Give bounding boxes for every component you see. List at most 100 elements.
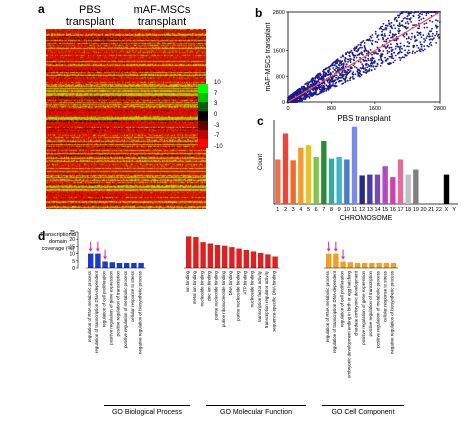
go-term-label: positive regulation of gene expression (361, 270, 366, 344)
scatter-point (391, 33, 394, 36)
scatter-point (319, 77, 322, 80)
scatter-point (371, 62, 374, 65)
go-bar (369, 262, 375, 268)
scatter-point (417, 27, 419, 30)
scatter-point (427, 45, 430, 48)
go-term-label: negative regulation of biosynthetic proc… (137, 270, 142, 354)
scatter-point (357, 73, 360, 76)
go-bar (229, 247, 235, 268)
scatter-point (294, 101, 297, 103)
scatter-point (394, 54, 397, 57)
scatter-point (347, 61, 349, 63)
scatter-point (423, 41, 426, 43)
scatter-point (308, 93, 311, 96)
scatter-point (373, 68, 376, 70)
scatter-point (387, 44, 389, 47)
scatter-point (353, 56, 355, 59)
go-term-label: DNA binding (228, 270, 233, 295)
go-term-label: regulation of cell proliferation (101, 270, 106, 327)
scatter-point (435, 33, 438, 35)
scatter-point (363, 59, 365, 62)
scatter-point (381, 33, 383, 36)
scale-tick-label: 7 (214, 90, 218, 97)
scatter-point (420, 43, 422, 46)
scatter-point (392, 57, 395, 60)
scatter-point (395, 33, 397, 36)
scatter-point (321, 78, 323, 81)
scatter-point (392, 61, 395, 64)
x-tick-label: 800 (327, 106, 336, 112)
scatter-point (435, 25, 437, 27)
scatter-point (386, 45, 389, 48)
go-term-label: ATP binding (242, 270, 247, 294)
scatter-point (318, 73, 321, 76)
x-tick-label: 11 (352, 207, 358, 213)
go-y-tick-label: 0 (72, 266, 75, 272)
scatter-point (358, 52, 361, 55)
scatter-point (325, 73, 328, 76)
scatter-point (295, 90, 297, 93)
go-bar (354, 262, 361, 268)
scatter-point (342, 63, 345, 66)
scatter-point (408, 51, 411, 54)
scatter-point (420, 18, 423, 21)
panel-a-letter: a (38, 2, 45, 16)
scatter-point (421, 13, 423, 16)
go-term-label: regulation of transcription DNA-dependen… (94, 270, 99, 353)
scatter-point (431, 38, 434, 41)
go-y-tick-label: 25 (69, 230, 75, 236)
scatter-point (423, 45, 426, 48)
scatter-point (328, 78, 331, 81)
scatter-point (311, 95, 313, 97)
scatter-point (357, 44, 360, 46)
scatter-point (359, 75, 361, 78)
section-label-mf: GO Molecular Function (220, 409, 292, 416)
scatter-point (325, 88, 328, 90)
scatter-point (408, 14, 410, 16)
scatter-point (362, 71, 365, 73)
x-tick-label: 22 (436, 207, 442, 213)
scatter-point (291, 101, 293, 103)
scatter-point (332, 83, 334, 85)
scatter-point (345, 52, 347, 54)
x-tick-label: 1600 (369, 106, 381, 112)
scatter-point (403, 26, 406, 28)
scatter-point (405, 37, 408, 40)
scatter-point (429, 19, 431, 22)
scatter-point (417, 16, 420, 19)
scatter-point (353, 47, 355, 50)
scatter-point (428, 33, 430, 35)
scatter-point (356, 50, 359, 53)
scatter-point (416, 31, 419, 34)
scatter-point (360, 74, 363, 76)
scatter-point (386, 52, 389, 55)
scatter-point (381, 53, 384, 55)
highlight-arrowhead (333, 248, 338, 252)
scatter-point (331, 84, 334, 87)
scatter-point (425, 14, 428, 17)
scatter-point (399, 50, 402, 52)
scatter-point (369, 62, 372, 65)
scatter-point (314, 87, 317, 90)
scatter-point (370, 59, 372, 62)
scatter-point (365, 64, 367, 66)
scatter-point (376, 62, 379, 65)
scatter-point (391, 48, 394, 51)
scatter-point (367, 51, 370, 53)
go-y-tick-label: 5 (72, 259, 75, 265)
scatter-point (329, 71, 332, 74)
scatter-point (316, 74, 319, 76)
scatter-point (365, 62, 368, 65)
scatter-point (367, 39, 370, 42)
scatter-point (312, 87, 315, 90)
scatter-point (414, 51, 416, 54)
scatter-point (372, 57, 375, 60)
scatter-point (380, 59, 383, 62)
scatter-point (334, 69, 337, 72)
go-bar (333, 253, 339, 268)
scatter-point (325, 67, 328, 70)
go-bar (383, 262, 389, 268)
scatter-point (430, 44, 433, 47)
scatter-point (407, 22, 410, 25)
go-term-label: purine nucleotide binding (214, 270, 219, 319)
